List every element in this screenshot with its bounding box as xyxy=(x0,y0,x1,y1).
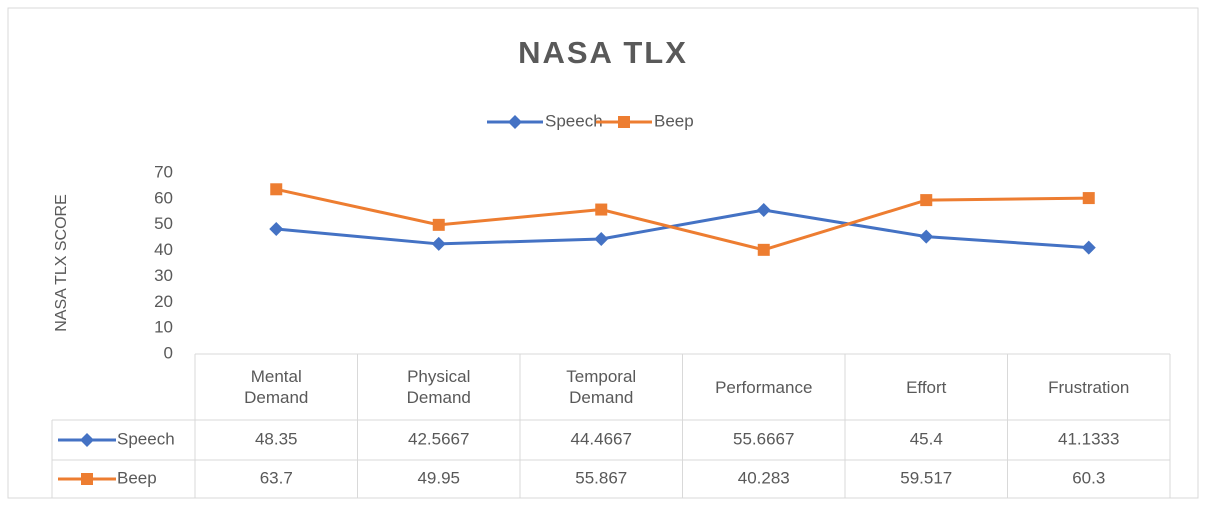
x-tick-label: Performance xyxy=(715,377,813,397)
marker xyxy=(269,221,284,236)
y-tick-label: 40 xyxy=(154,240,173,259)
table-value: 60.3 xyxy=(1072,468,1105,487)
marker xyxy=(618,116,630,128)
table-value: 59.517 xyxy=(900,468,952,487)
table-value: 40.283 xyxy=(738,468,790,487)
marker xyxy=(1081,240,1096,255)
line xyxy=(276,208,1089,250)
table-value: 63.7 xyxy=(260,468,293,487)
chart-title: NASA TLX xyxy=(518,35,688,70)
y-tick-label: 0 xyxy=(164,343,173,362)
marker xyxy=(595,203,608,216)
marker xyxy=(756,203,771,218)
x-tick-label: Physical Demand xyxy=(406,367,471,407)
y-tick-label: 50 xyxy=(154,214,173,233)
marker xyxy=(432,218,445,231)
legend-label: Beep xyxy=(654,111,694,130)
table-value: 55.6667 xyxy=(733,429,794,448)
marker xyxy=(594,232,609,247)
table-row-label: Speech xyxy=(117,429,175,448)
chart-border xyxy=(7,7,1199,499)
x-tick-label: Frustration xyxy=(1048,377,1130,397)
marker xyxy=(80,433,94,447)
marker xyxy=(1082,192,1095,205)
x-tick-label: Mental Demand xyxy=(244,367,309,407)
table-value: 41.1333 xyxy=(1058,429,1119,448)
y-tick-label: 30 xyxy=(154,266,173,285)
y-axis-title: NASA TLX SCORE xyxy=(53,194,70,332)
table-value: 44.4667 xyxy=(571,429,632,448)
y-tick-label: 70 xyxy=(154,162,173,181)
marker xyxy=(508,115,522,129)
x-tick-label: Effort xyxy=(906,377,947,397)
table-value: 48.35 xyxy=(255,429,298,448)
table-value: 55.867 xyxy=(575,468,627,487)
marker xyxy=(920,194,933,207)
marker xyxy=(270,183,283,196)
marker xyxy=(81,473,93,485)
marker xyxy=(757,243,770,256)
table-value: 49.95 xyxy=(417,468,460,487)
table-value: 42.5667 xyxy=(408,429,469,448)
y-tick-label: 60 xyxy=(154,188,173,207)
line xyxy=(275,187,1089,252)
marker xyxy=(431,236,446,251)
legend-label: Speech xyxy=(545,111,603,130)
marker xyxy=(919,229,934,244)
y-tick-label: 20 xyxy=(154,292,173,311)
y-tick-label: 10 xyxy=(154,318,173,337)
x-tick-label: Temporal Demand xyxy=(566,367,637,407)
table-row-label: Beep xyxy=(117,468,157,487)
table-value: 45.4 xyxy=(910,429,943,448)
